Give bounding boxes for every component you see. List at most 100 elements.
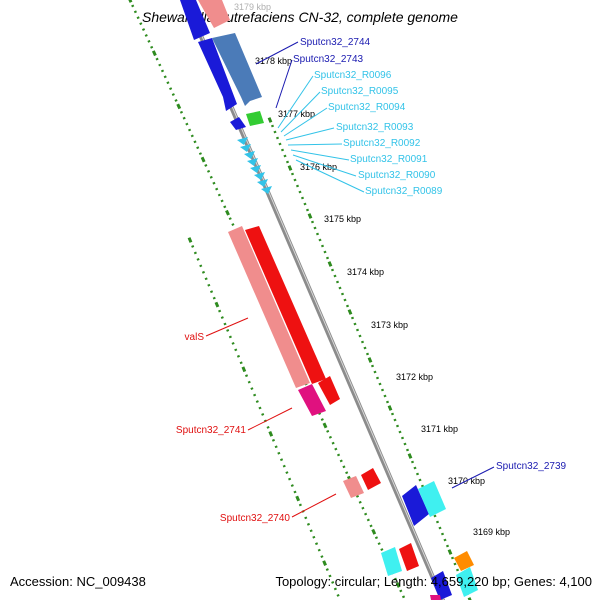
- ruler-tick: [218, 309, 222, 313]
- gene-arrow: [454, 551, 474, 571]
- ruler-tick: [171, 93, 175, 96]
- gene-arrow: [431, 571, 452, 600]
- ruler-labels: 3179 kbp 3178 kbp 3177 kbp 3176 kbp 3175 kbp…: [234, 2, 510, 537]
- gene-arrow: [343, 476, 364, 498]
- gene-arrow: [198, 38, 237, 111]
- ruler-tick: [355, 328, 360, 332]
- ruler-tick: [304, 516, 308, 520]
- ruler-tick: [271, 438, 276, 442]
- ruler-tick: [212, 296, 216, 300]
- ruler-tick: [228, 217, 232, 221]
- accession-label: Accession: NC_009438: [10, 574, 146, 589]
- feature-label[interactable]: Sputcn32_R0090: [358, 170, 436, 181]
- ruler-tick: [285, 471, 289, 475]
- ruler-tick: [220, 316, 224, 319]
- ruler-tick: [358, 500, 362, 504]
- feature-label[interactable]: Sputcn32_R0095: [321, 86, 399, 97]
- ruler-tick: [144, 34, 148, 37]
- ruler-tick: [131, 4, 135, 8]
- trna-feature: [244, 151, 255, 159]
- ruler-tick: [244, 374, 249, 378]
- ruler-tick: [250, 387, 254, 391]
- ruler-tick: [318, 238, 322, 242]
- ruler-tick: [225, 209, 230, 216]
- feature-label[interactable]: Sputcn32_2741: [176, 425, 247, 436]
- ruler-tick: [407, 453, 413, 459]
- genome-stats-label: Topology: circular; Length: 4,659,220 bp…: [275, 574, 592, 589]
- ruler-tick: [380, 548, 384, 551]
- gene-arrow: [212, 33, 262, 106]
- ruler-tick: [266, 425, 270, 429]
- ruler-tick: [287, 165, 293, 171]
- ruler-tick: [298, 190, 302, 194]
- feature-label[interactable]: Sputcn32_2739: [496, 461, 567, 472]
- leader-line: [292, 154, 357, 177]
- ruler-tick: [320, 244, 325, 248]
- ruler-label: 3177 kbp: [278, 109, 315, 119]
- gene-arrow: [402, 485, 429, 526]
- ruler-tick: [364, 512, 368, 516]
- ruler-tick: [370, 364, 375, 368]
- ruler-tick: [270, 124, 275, 128]
- ruler-label: 3173 kbp: [371, 320, 408, 330]
- ruler-tick: [139, 22, 143, 26]
- ruler-tick: [395, 424, 400, 428]
- ruler-tick: [273, 130, 277, 134]
- ruler-tick: [447, 549, 453, 555]
- ruler-tick: [336, 593, 340, 597]
- ruler-tick: [133, 10, 137, 14]
- gene-arrow: [245, 226, 326, 384]
- ruler-tick: [433, 514, 437, 518]
- trna-feature: [257, 179, 268, 187]
- ruler-tick: [440, 532, 445, 536]
- ruler-tick: [399, 589, 403, 593]
- leader-line: [287, 143, 343, 146]
- feature-label[interactable]: Sputcn32_R0089: [365, 186, 443, 197]
- feature-label[interactable]: Sputcn32_R0093: [336, 122, 414, 133]
- ruler-tick: [182, 116, 186, 120]
- feature-label[interactable]: Sputcn32_R0094: [328, 102, 406, 113]
- ruler-tick: [390, 412, 395, 416]
- gene-arrow: [381, 547, 402, 576]
- feature-labels[interactable]: Sputcn32_2744 Sputcn32_2743 Sputcn32_R0096…: [176, 37, 567, 524]
- leader-line: [291, 493, 337, 518]
- feature-label[interactable]: Sputcn32_2740: [220, 513, 291, 524]
- gene-features: [180, 0, 478, 600]
- ruler-tick: [450, 556, 455, 560]
- ruler-tick: [333, 274, 337, 278]
- gene-arrow: [318, 376, 340, 405]
- ruler-tick: [198, 152, 202, 156]
- ruler-tick: [345, 304, 350, 308]
- ruler-tick: [315, 232, 320, 236]
- ruler-tick: [285, 160, 290, 164]
- ruler-tick: [467, 597, 472, 600]
- ruler-tick: [435, 520, 440, 524]
- feature-label[interactable]: Sputcn32_2743: [293, 54, 364, 65]
- gene-arrow: [399, 543, 419, 571]
- ruler-tick: [305, 208, 310, 212]
- gene-arrow: [298, 384, 326, 416]
- feature-label[interactable]: Sputcn32_R0091: [350, 154, 428, 165]
- ruler-tick: [136, 16, 140, 20]
- ruler-tick: [176, 103, 182, 110]
- ruler-tick: [217, 193, 221, 197]
- ruler-tick: [290, 484, 294, 487]
- feature-label[interactable]: valS: [185, 332, 205, 343]
- ruler-tick: [320, 418, 324, 421]
- ruler-tick: [403, 442, 407, 446]
- feature-label[interactable]: Sputcn32_2744: [300, 37, 371, 48]
- ruler-tick: [438, 526, 442, 530]
- feature-label[interactable]: Sputcn32_R0096: [314, 70, 392, 81]
- ruler-tick: [282, 464, 286, 468]
- ruler-tick: [295, 184, 300, 188]
- ruler-tick: [342, 465, 346, 469]
- feature-label[interactable]: Sputcn32_R0092: [343, 138, 421, 149]
- leader-line: [247, 407, 293, 431]
- ruler-tick: [268, 430, 274, 437]
- ruler-tick: [335, 280, 340, 284]
- gene-arrow: [180, 0, 210, 40]
- label-leader-lines: [205, 41, 495, 518]
- ruler-tick: [322, 560, 327, 566]
